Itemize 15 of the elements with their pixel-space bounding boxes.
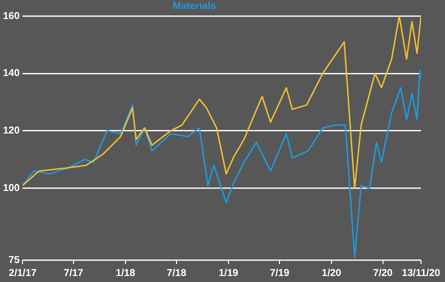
x-tick-label: 1/20: [322, 268, 342, 279]
x-tick-label: 1/18: [116, 268, 136, 279]
x-tick-label: 2/1/17: [8, 268, 38, 279]
y-tick-label: 160: [2, 10, 20, 22]
y-tick-label: 75: [8, 254, 20, 266]
text: Materials: [172, 0, 216, 12]
y-tick-label: 120: [2, 126, 20, 137]
x-tick-label: 1/19: [218, 268, 239, 279]
x-tick-label: 7/18: [166, 268, 187, 279]
x-tick-label: 7/17: [64, 268, 84, 279]
y-tick-label: 100: [2, 182, 20, 194]
x-tick-label: 13/11/20: [402, 268, 441, 279]
x-tick-label: 7/20: [373, 268, 394, 279]
x-tick-label: 7/19: [270, 268, 290, 279]
y-tick-label: 140: [2, 68, 20, 80]
